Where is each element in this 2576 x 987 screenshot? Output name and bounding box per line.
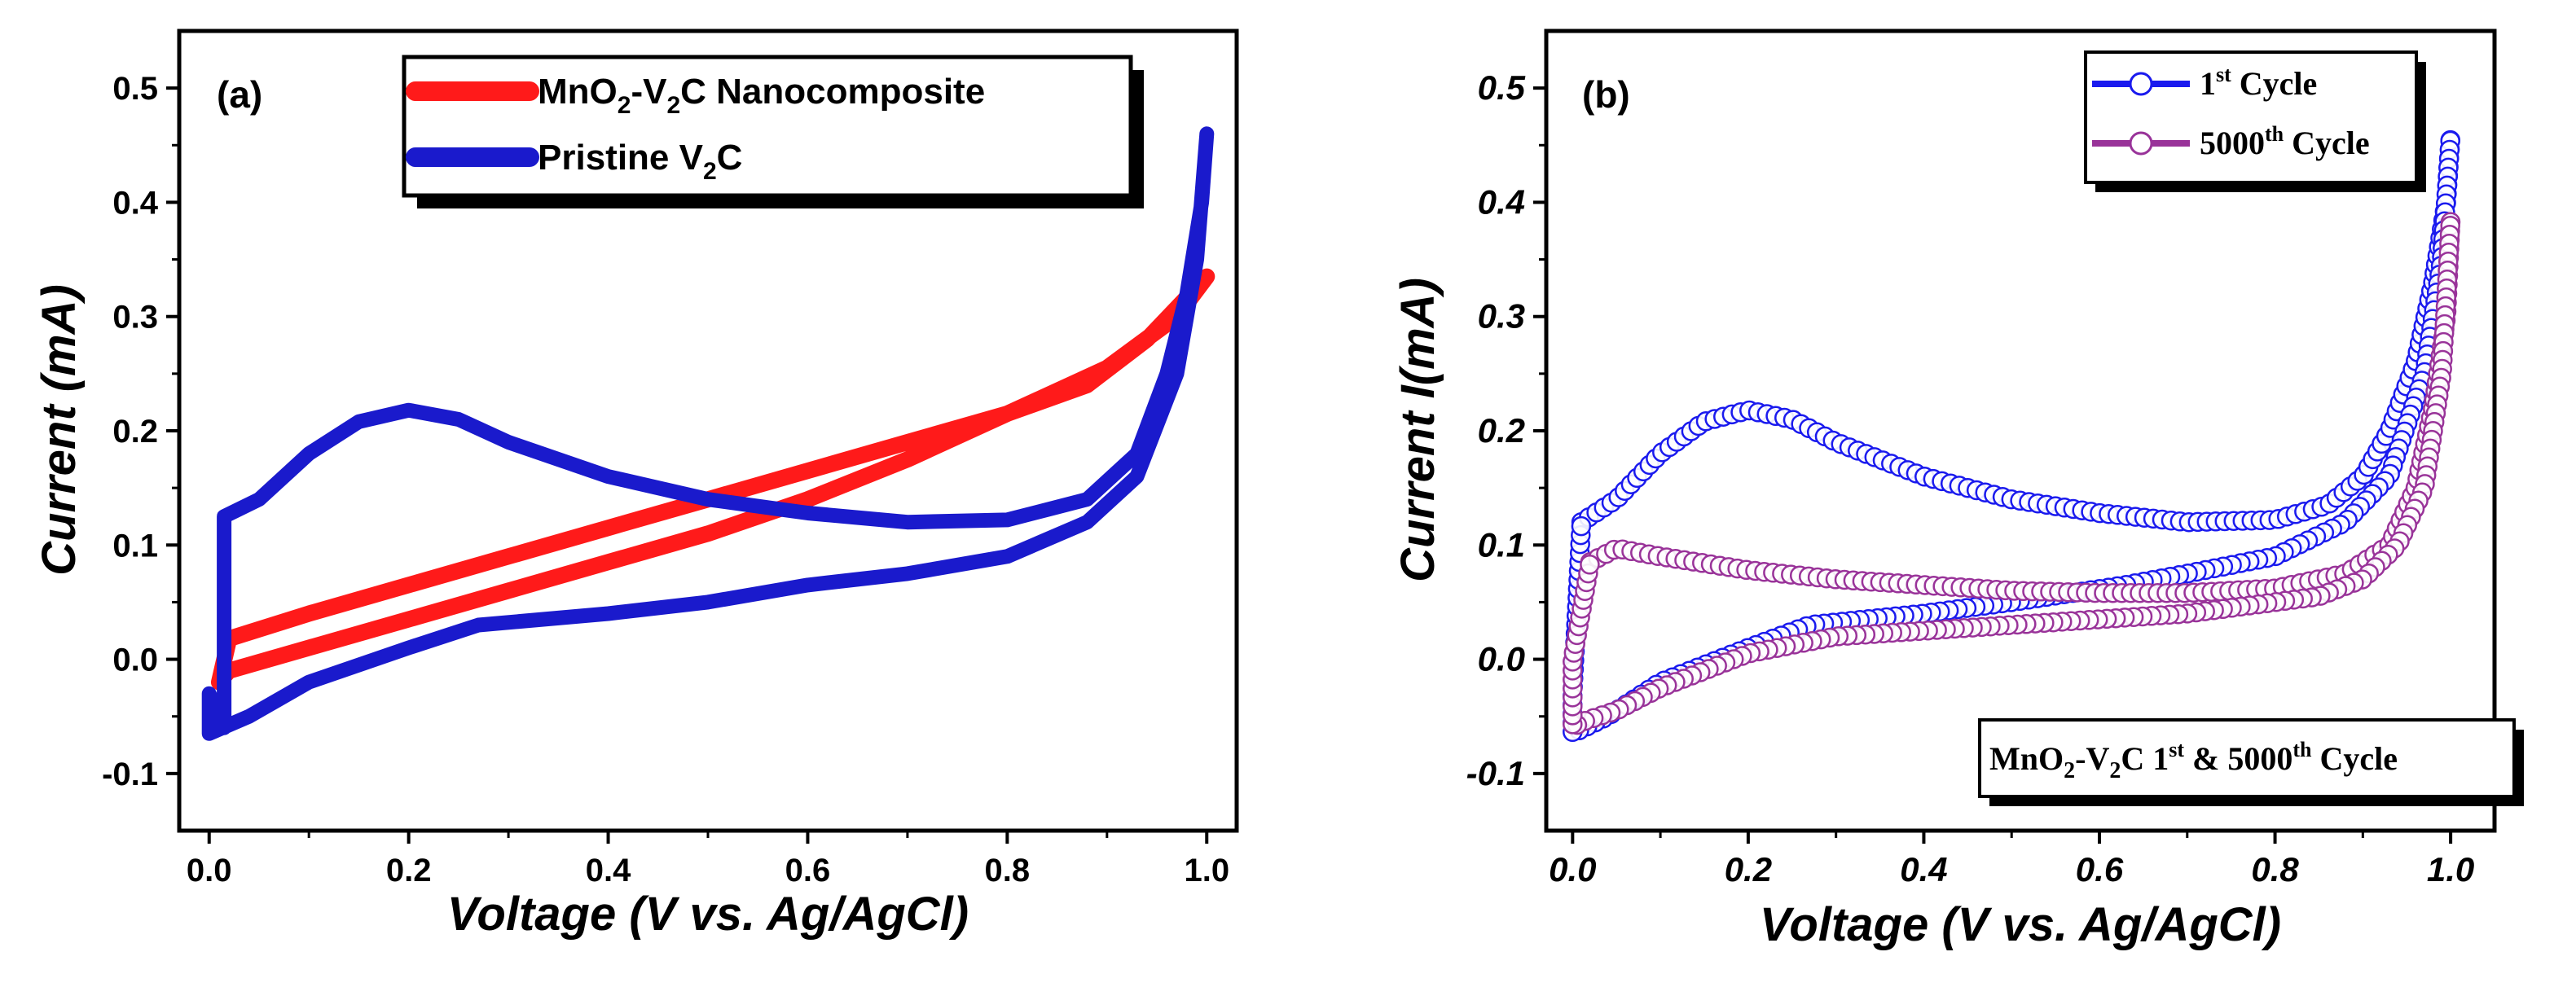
panel-b: 0.0 0.2 0.4 0.6 0.8 1.0 -0.10.00.10.20.30.40.…: [1391, 29, 2524, 951]
y-tick-label-b-5: 0.4: [1478, 182, 1525, 221]
y-tick-label-b-1: 0.0: [1478, 640, 1525, 678]
series-group-a: [201, 126, 1215, 741]
panel-a: 0.0 0.2 0.4 0.6 0.8 1.0 -0.10.00.10.20.30.40.…: [33, 29, 1239, 941]
x-tick-label-a-2: 0.4: [586, 853, 631, 888]
y-tick-label-b-3: 0.2: [1478, 411, 1525, 450]
legend-marker-1st: [2129, 72, 2153, 96]
legend-a: MnO2-V2C Nanocomposite Pristine V2C: [402, 55, 1144, 208]
x-tick-label-b-0: 0.0: [1549, 850, 1596, 888]
annotation-box-b: [1978, 718, 2516, 798]
y-tick-label-a-6: 0.5: [112, 71, 158, 107]
legend-label-1st: 1st Cycle: [2200, 63, 2317, 102]
series-group-b: [1563, 129, 2461, 743]
x-tick-label-a-1: 0.2: [386, 853, 432, 888]
x-tick-label-b-1: 0.2: [1725, 850, 1772, 888]
legend-label-v2c: Pristine V2C: [538, 138, 742, 185]
legend-label-mno2: MnO2-V2C Nanocomposite: [538, 72, 985, 119]
y-axis-ticks-a: -0.1 0.0 0.1 0.2 0.3 0.4 0.5: [102, 71, 179, 792]
x-tick-label-a-0: 0.0: [187, 853, 232, 888]
legend-box-a: [402, 55, 1133, 198]
marker-b-1-280: [1580, 555, 1600, 575]
y-tick-label-a-5: 0.4: [112, 185, 158, 221]
y-tick-label-b-2: 0.1: [1478, 525, 1525, 564]
marker-b-0-294: [1571, 515, 1592, 537]
x-tick-label-b-3: 0.6: [2076, 850, 2124, 888]
legend-marker-5000th: [2129, 131, 2153, 156]
y-tick-label-a-2: 0.1: [112, 528, 158, 564]
x-tick-label-b-2: 0.4: [1900, 850, 1947, 888]
annotation-text-b: MnO2-V2C 1st & 5000th Cycle: [1989, 738, 2398, 783]
legend-b: 1st Cycle 5000th Cycle: [2084, 50, 2426, 192]
y-axis-label-a: Current (mA): [33, 284, 86, 576]
x-axis-ticks-a: 0.0 0.2 0.4 0.6 0.8 1.0: [187, 831, 1229, 888]
x-axis-label-b: Voltage (V vs. Ag/AgCl): [1760, 898, 2281, 951]
y-tick-label-a-4: 0.3: [112, 300, 158, 336]
y-tick-label-b-0: -0.1: [1466, 754, 1525, 792]
y-axis-ticks-b: -0.1 0.0 0.1 0.2 0.3 0.4 0.5: [1466, 68, 1546, 792]
x-tick-label-b-5: 1.0: [2427, 850, 2474, 888]
series-line-a-1: [201, 126, 1215, 741]
series-line-a-0: [211, 268, 1215, 691]
y-tick-label-b-6: 0.5: [1478, 68, 1526, 107]
y-tick-label-a-0: -0.1: [102, 757, 158, 792]
x-axis-label-a: Voltage (V vs. Ag/AgCl): [447, 888, 969, 941]
legend-label-5000th: 5000th Cycle: [2200, 122, 2370, 161]
series-line-b-0: [1570, 134, 2453, 736]
x-axis-ticks-b: 0.0 0.2 0.4 0.6 0.8 1.0: [1549, 831, 2474, 888]
series-line-b-1: [1570, 217, 2453, 730]
y-tick-label-a-1: 0.0: [112, 643, 158, 678]
x-tick-label-a-5: 1.0: [1184, 853, 1229, 888]
y-tick-label-b-4: 0.3: [1478, 297, 1525, 336]
panel-label-b: (b): [1582, 73, 1630, 116]
x-tick-label-b-4: 0.8: [2251, 850, 2299, 888]
panel-label-a: (a): [217, 73, 262, 116]
y-axis-label-b: Current I(mA): [1391, 278, 1444, 582]
x-tick-label-a-4: 0.8: [985, 853, 1031, 888]
x-tick-label-a-3: 0.6: [785, 853, 831, 888]
annotation-b: MnO2-V2C 1st & 5000th Cycle: [1978, 718, 2524, 806]
y-tick-label-a-3: 0.2: [112, 414, 158, 450]
